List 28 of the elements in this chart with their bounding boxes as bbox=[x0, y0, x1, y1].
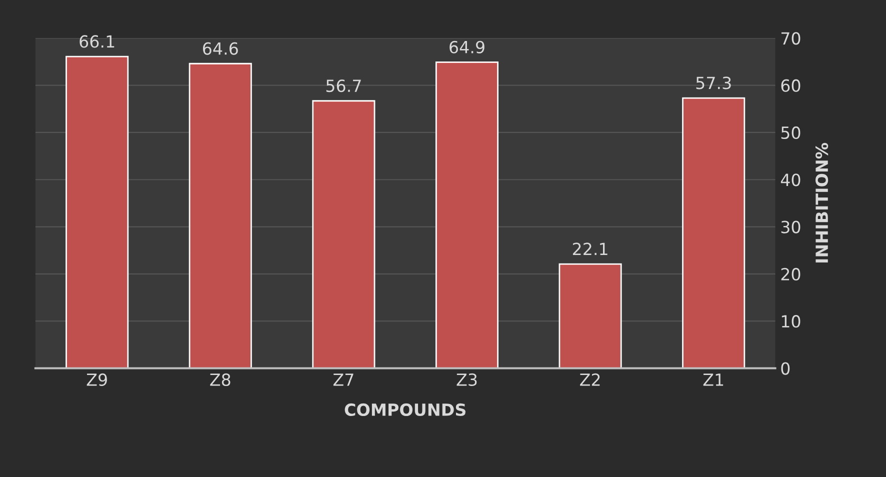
data-label: 64.9 bbox=[450, 40, 484, 54]
x-tick-label: Z3 bbox=[456, 373, 477, 386]
bar bbox=[312, 100, 376, 368]
data-label: 56.7 bbox=[326, 79, 361, 92]
x-axis-title: COMPOUNDS bbox=[344, 403, 466, 416]
bar bbox=[435, 62, 499, 368]
data-label: 22.1 bbox=[572, 242, 608, 256]
bar bbox=[558, 263, 622, 368]
data-label: 64.6 bbox=[203, 42, 238, 55]
data-label: 66.1 bbox=[80, 35, 114, 48]
y-tick-label: 70 bbox=[781, 32, 800, 45]
y-tick-label: 50 bbox=[781, 126, 800, 140]
x-tick-label: Z2 bbox=[580, 373, 600, 386]
y-tick-label: 10 bbox=[782, 315, 800, 328]
x-tick-label: Z9 bbox=[86, 373, 107, 386]
x-tick-label: Z8 bbox=[210, 373, 230, 386]
y-tick-label: 60 bbox=[781, 79, 800, 92]
x-tick-label: Z1 bbox=[703, 374, 724, 386]
x-tick-label: Z7 bbox=[333, 374, 354, 386]
y-tick-label: 20 bbox=[781, 268, 800, 281]
y-tick-label: 40 bbox=[780, 174, 800, 186]
bar bbox=[188, 62, 252, 368]
y-tick-label: 0 bbox=[781, 362, 790, 375]
data-label: 57.3 bbox=[696, 76, 731, 90]
bar bbox=[682, 97, 746, 368]
y-axis-title: INHIBITION% bbox=[816, 142, 828, 262]
y-tick-label: 30 bbox=[781, 220, 800, 234]
bar bbox=[66, 56, 129, 368]
